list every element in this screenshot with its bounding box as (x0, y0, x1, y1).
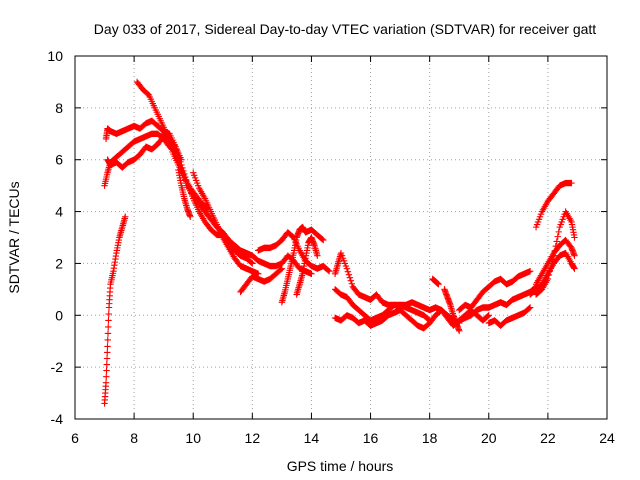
plot-frame (74, 55, 608, 420)
series-seg19 (441, 286, 463, 335)
data-point-markers (293, 234, 321, 298)
y-tick-label: 2 (55, 255, 63, 271)
x-tick-label: 12 (245, 430, 261, 446)
series-seg10 (237, 265, 286, 296)
series-seg13 (293, 234, 321, 298)
x-tick-label: 22 (540, 430, 556, 446)
series-seg21 (456, 283, 540, 324)
data-marks (101, 78, 578, 407)
data-point-markers (101, 213, 129, 407)
x-tick-label: 24 (599, 430, 615, 446)
series-seg20 (456, 268, 534, 314)
y-tick-label: 6 (55, 152, 63, 168)
series-seg8 (175, 166, 194, 220)
data-point-markers (526, 249, 578, 298)
series-seg23 (532, 179, 575, 231)
y-tick-label: 8 (55, 100, 63, 116)
data-point-markers (101, 130, 179, 189)
series-seg22 (485, 304, 534, 329)
data-point-markers (456, 283, 540, 324)
x-tick-label: 8 (130, 430, 138, 446)
y-tick-label: 10 (47, 48, 63, 64)
series-seg9 (190, 169, 262, 277)
x-tick-label: 14 (304, 430, 320, 446)
data-point-markers (175, 166, 194, 220)
data-point-markers (237, 265, 286, 296)
x-tick-label: 6 (71, 430, 79, 446)
data-point-markers (429, 275, 442, 288)
series-seg4 (104, 130, 170, 171)
series-seg26 (526, 249, 578, 298)
chart-title: Day 033 of 2017, Sidereal Day-to-day VTE… (94, 21, 597, 37)
data-point-markers (485, 304, 534, 329)
data-point-markers (190, 169, 262, 277)
grid (75, 56, 607, 419)
series-seg3 (101, 130, 179, 189)
data-point-markers (441, 286, 463, 335)
x-tick-label: 16 (363, 430, 379, 446)
y-tick-label: -2 (51, 359, 64, 375)
x-tick-label: 10 (185, 430, 201, 446)
x-tick-label: 20 (481, 430, 497, 446)
data-point-markers (104, 130, 170, 171)
data-point-markers (456, 268, 534, 314)
x-axis-title: GPS time / hours (287, 458, 394, 474)
data-point-markers (532, 179, 575, 231)
series-seg1 (101, 213, 129, 407)
y-tick-label: 4 (55, 204, 63, 220)
y-tick-label: 0 (55, 307, 63, 323)
series-seg18 (429, 275, 442, 288)
y-axis-title: SDTVAR / TECUs (6, 181, 22, 293)
y-tick-label: -4 (51, 411, 64, 427)
x-tick-label: 18 (422, 430, 438, 446)
